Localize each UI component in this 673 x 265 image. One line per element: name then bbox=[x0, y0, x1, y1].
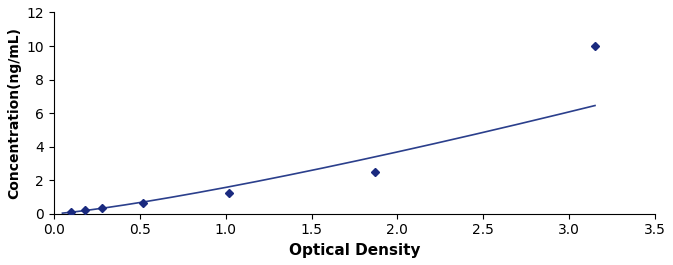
X-axis label: Optical Density: Optical Density bbox=[289, 243, 420, 258]
Y-axis label: Concentration(ng/mL): Concentration(ng/mL) bbox=[7, 27, 21, 199]
